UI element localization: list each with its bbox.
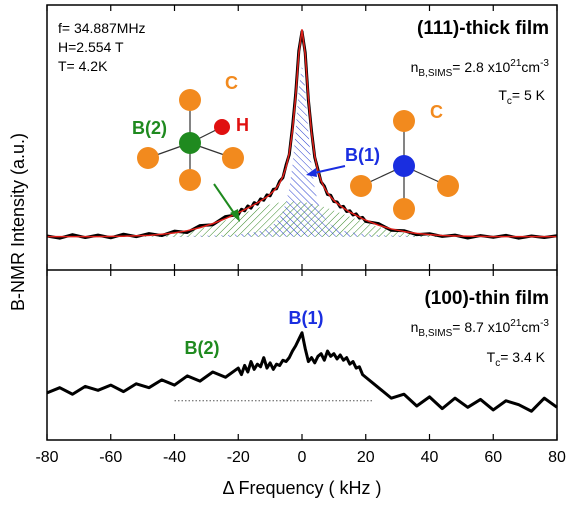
tc-label: Tc= 5 K — [498, 87, 545, 107]
y-axis-label: B-NMR Intensity (a.u.) — [8, 133, 28, 311]
molecule-b2 — [137, 89, 244, 191]
x-tick-label: 20 — [357, 449, 375, 466]
site-label: B(1) — [289, 308, 324, 328]
density-symbol: n — [411, 59, 419, 75]
tc-text: = 3.4 K — [500, 349, 545, 365]
x-tick-label: -80 — [35, 449, 58, 466]
x-tick-label: 40 — [421, 449, 439, 466]
density-label: nB,SIMS= 8.7 x1021cm-3 — [411, 318, 550, 339]
density-symbol: n — [411, 319, 419, 335]
density-exponent: 21 — [510, 58, 522, 69]
molecule-b1 — [350, 110, 459, 220]
arrow — [313, 165, 346, 174]
density-exponent: 21 — [510, 318, 522, 329]
site-label: B(2) — [132, 118, 167, 138]
arrow — [213, 183, 237, 217]
tc-subscript: c — [495, 358, 500, 369]
x-tick-label: 80 — [548, 449, 566, 466]
tc-symbol: T — [487, 349, 496, 365]
atom-label: H — [236, 115, 249, 135]
density-subscript: B,SIMS — [418, 328, 452, 339]
atom-label: C — [225, 73, 238, 93]
density-unit-exponent: -3 — [540, 58, 549, 69]
density-text: = 2.8 x10 — [452, 59, 510, 75]
site-label: B(1) — [345, 145, 380, 165]
condition: T= 4.2K — [58, 58, 108, 74]
x-axis-label: Δ Frequency ( kHz ) — [222, 478, 381, 498]
x-tick-label: 60 — [484, 449, 502, 466]
density-subscript: B,SIMS — [418, 68, 452, 79]
x-tick-label: -40 — [163, 449, 186, 466]
tc-label: Tc= 3.4 K — [487, 349, 546, 369]
density-label: nB,SIMS= 2.8 x1021cm-3 — [411, 58, 550, 79]
x-tick-label: -20 — [227, 449, 250, 466]
spectrum-line — [47, 28, 557, 238]
density-unit-exponent: -3 — [540, 318, 549, 329]
sample-label: (111)-thick film — [417, 18, 549, 39]
arrow-head — [306, 168, 317, 177]
tc-text: = 5 K — [512, 87, 546, 103]
condition: H=2.554 T — [58, 39, 124, 55]
sample-label: (100)-thin film — [424, 288, 549, 309]
spectrum-line — [46, 331, 558, 413]
atom-label: C — [430, 102, 443, 122]
x-tick-label: -60 — [99, 449, 122, 466]
density-unit: cm — [521, 319, 540, 335]
density-unit: cm — [521, 59, 540, 75]
plot-layer — [46, 28, 558, 413]
x-tick-label: 0 — [298, 449, 307, 466]
arrow-head — [230, 209, 240, 222]
density-text: = 8.7 x10 — [452, 319, 510, 335]
component-area — [47, 64, 557, 237]
tc-subscript: c — [507, 96, 512, 107]
tc-symbol: T — [498, 87, 507, 103]
site-label: B(2) — [185, 338, 220, 358]
condition: f= 34.887MHz — [58, 20, 146, 36]
